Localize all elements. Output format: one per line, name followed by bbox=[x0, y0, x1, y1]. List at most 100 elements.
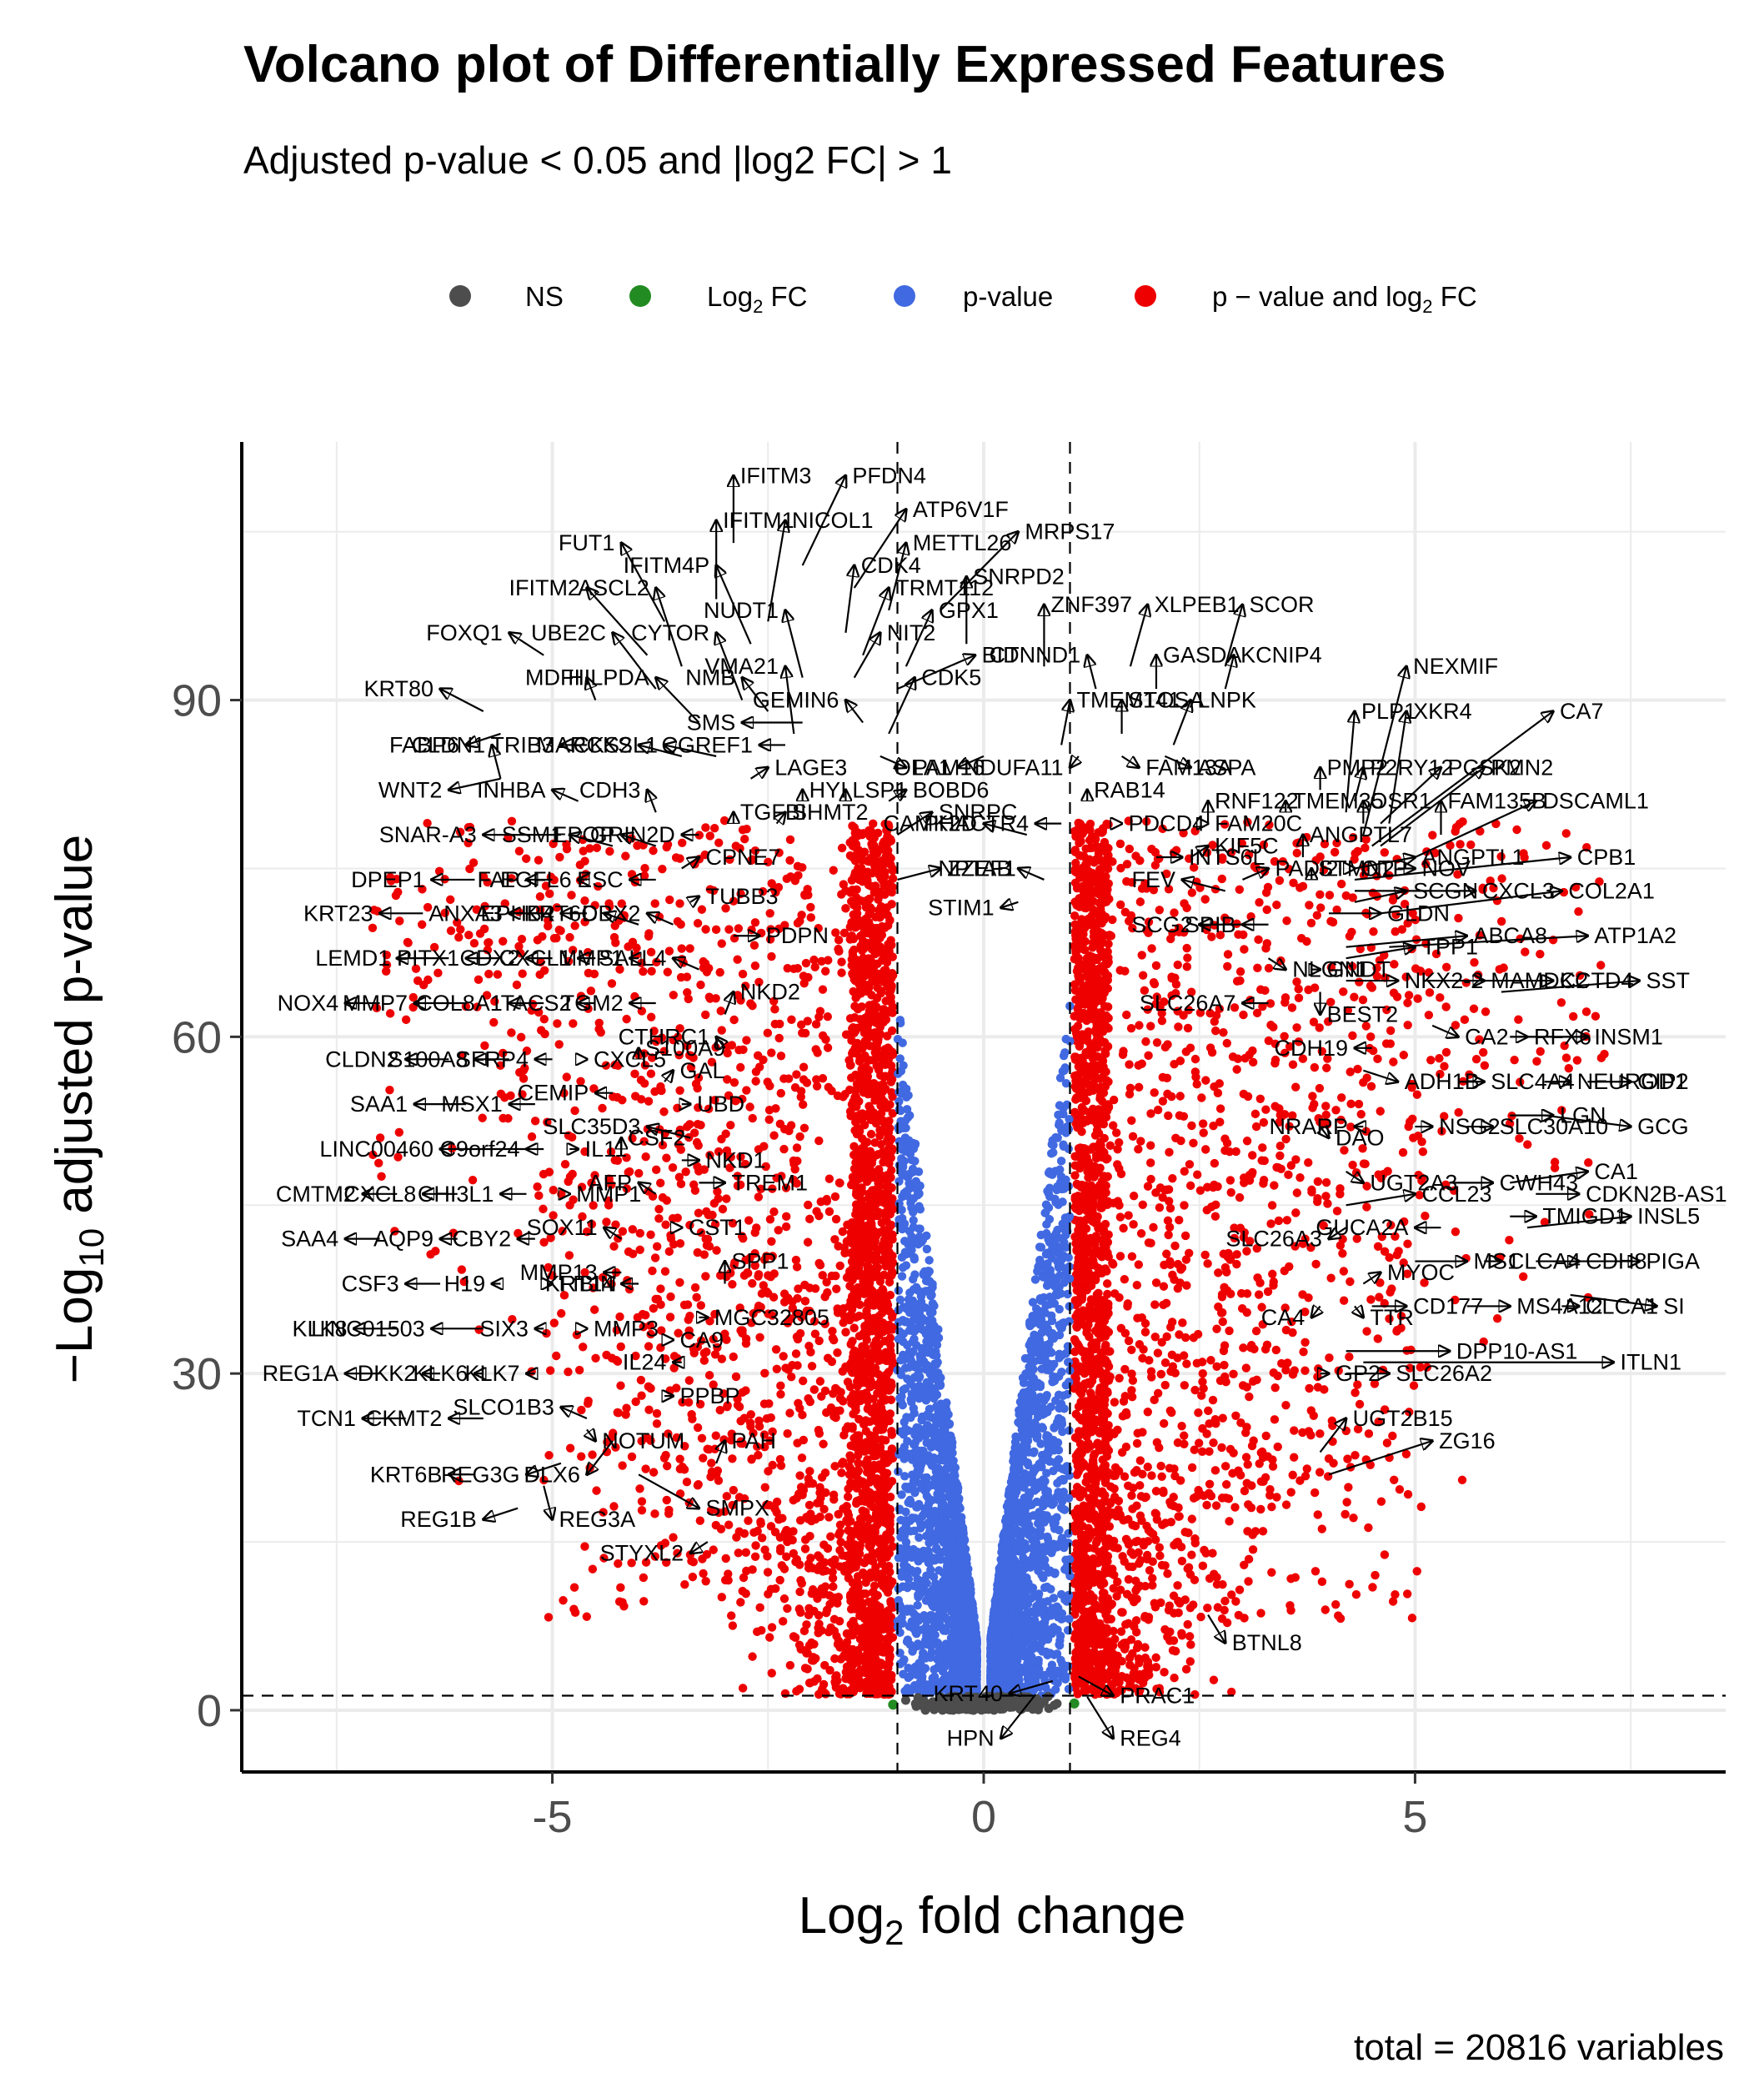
point-significant bbox=[799, 1062, 809, 1072]
point-significant bbox=[1272, 1162, 1281, 1172]
point-significant bbox=[591, 1353, 600, 1363]
point-significant bbox=[767, 951, 776, 961]
point-significant bbox=[641, 1310, 650, 1320]
point-significant bbox=[711, 1431, 720, 1440]
point-significant bbox=[1231, 1597, 1240, 1606]
point-significant bbox=[866, 1669, 875, 1679]
point-significant bbox=[1130, 1468, 1140, 1478]
point-significant bbox=[1532, 1057, 1541, 1067]
point-significant bbox=[853, 1578, 862, 1588]
point-significant bbox=[1389, 988, 1399, 997]
point-significant bbox=[1222, 1138, 1232, 1148]
point-significant bbox=[1233, 1054, 1243, 1063]
point-significant bbox=[617, 899, 626, 908]
point-significant bbox=[717, 939, 726, 948]
point-significant bbox=[1078, 1384, 1088, 1394]
point-significant bbox=[1125, 844, 1135, 854]
point-significant bbox=[1336, 1241, 1346, 1250]
point-significant bbox=[883, 1047, 892, 1057]
point-significant bbox=[874, 1460, 885, 1469]
point-significant bbox=[1117, 1640, 1126, 1649]
point-significant bbox=[726, 1121, 735, 1130]
point-significant bbox=[1118, 1552, 1127, 1561]
point-significant bbox=[765, 1633, 774, 1642]
point-significant bbox=[1162, 869, 1171, 879]
point-significant bbox=[1075, 1039, 1085, 1048]
point-significant bbox=[1071, 1052, 1080, 1062]
chart-subtitle: Adjusted p-value < 0.05 and |log2 FC| > … bbox=[243, 138, 952, 182]
point-significant bbox=[1209, 1569, 1219, 1579]
point-significant bbox=[1086, 1619, 1096, 1629]
point-significant bbox=[1140, 1669, 1150, 1678]
point-significant bbox=[1451, 822, 1461, 832]
point-significant bbox=[1143, 1005, 1152, 1014]
point-significant bbox=[877, 1014, 887, 1024]
point-significant bbox=[798, 1100, 808, 1109]
point-significant bbox=[785, 856, 794, 866]
point-significant bbox=[493, 970, 503, 979]
point-significant bbox=[1451, 1021, 1461, 1030]
point-significant bbox=[1246, 911, 1255, 921]
point-significant bbox=[849, 1687, 859, 1697]
point-significant bbox=[1143, 1408, 1153, 1417]
point-significant bbox=[1092, 1305, 1102, 1314]
point-significant bbox=[785, 835, 795, 845]
point-significant bbox=[814, 1425, 824, 1435]
point-significant bbox=[883, 1644, 892, 1653]
point-significant bbox=[558, 1227, 567, 1236]
point-significant bbox=[866, 826, 875, 836]
point-significant bbox=[838, 1458, 848, 1467]
point-significant bbox=[1556, 998, 1566, 1007]
point-significant bbox=[1304, 1293, 1313, 1302]
point-significant bbox=[721, 904, 730, 913]
point-significant bbox=[1262, 939, 1271, 948]
point-significant bbox=[719, 1389, 729, 1398]
point-significant bbox=[1521, 947, 1530, 956]
point-significant bbox=[1089, 1193, 1099, 1202]
point-significant bbox=[784, 1074, 794, 1083]
point-significant bbox=[1185, 1160, 1195, 1169]
point-significant bbox=[787, 1015, 796, 1025]
point-significant bbox=[1300, 1366, 1310, 1375]
point-significant bbox=[834, 946, 844, 956]
point-significant bbox=[863, 1311, 872, 1320]
point-significant bbox=[1255, 1459, 1264, 1468]
point-significant bbox=[1471, 1054, 1481, 1064]
point-significant bbox=[1091, 1600, 1100, 1610]
point-significant bbox=[1165, 1203, 1175, 1213]
point-significant bbox=[544, 1167, 554, 1177]
point-significant bbox=[826, 1532, 835, 1541]
point-significant bbox=[882, 903, 891, 912]
point-significant bbox=[883, 1305, 892, 1315]
point-significant bbox=[769, 1292, 779, 1302]
point-significant bbox=[401, 1015, 411, 1025]
point-significant bbox=[391, 891, 401, 901]
point-significant bbox=[1197, 1093, 1206, 1102]
point-significant bbox=[854, 1655, 864, 1665]
point-significant bbox=[1141, 1036, 1150, 1047]
point-significant bbox=[446, 926, 456, 936]
point-significant bbox=[781, 1222, 791, 1232]
point-significant bbox=[805, 1531, 814, 1541]
point-significant bbox=[1262, 1340, 1272, 1349]
point-significant bbox=[714, 838, 724, 847]
point-significant bbox=[719, 816, 729, 826]
point-significant bbox=[1264, 963, 1274, 973]
point-significant bbox=[564, 1251, 574, 1260]
point-significant bbox=[1071, 858, 1080, 868]
point-significant bbox=[411, 964, 421, 973]
point-significant bbox=[1092, 1338, 1101, 1348]
point-significant bbox=[851, 1358, 860, 1368]
point-significant bbox=[1165, 1627, 1175, 1637]
point-significant bbox=[475, 929, 485, 938]
point-significant bbox=[1194, 1408, 1203, 1418]
point-significant bbox=[1211, 1418, 1220, 1428]
point-significant bbox=[1319, 866, 1329, 875]
point-significant bbox=[854, 1097, 864, 1106]
point-significant bbox=[611, 1220, 620, 1229]
point-significant bbox=[417, 920, 427, 929]
point-significant bbox=[738, 1684, 748, 1693]
point-significant bbox=[830, 1654, 839, 1664]
point-significant bbox=[423, 975, 433, 985]
point-significant bbox=[1150, 1395, 1159, 1405]
